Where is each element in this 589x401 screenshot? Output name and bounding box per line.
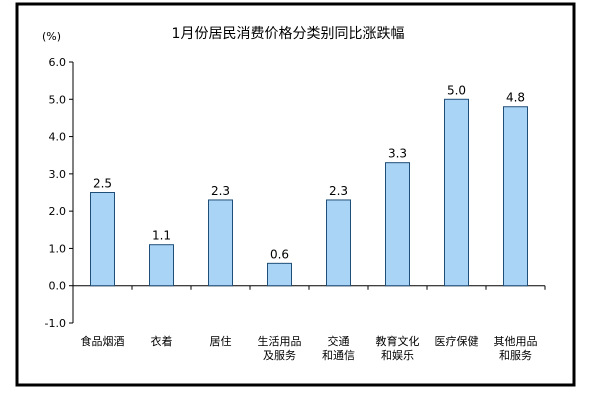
bar	[149, 244, 174, 287]
bar	[326, 199, 351, 287]
y-tick-label: 6.0	[49, 56, 67, 69]
y-tick-label: 2.0	[49, 205, 67, 218]
chart-title: 1月份居民消费价格分类别同比涨跌幅	[172, 26, 405, 42]
y-tick-label: 0.0	[49, 280, 67, 293]
bar	[385, 162, 410, 287]
y-unit-label: (%)	[42, 30, 61, 43]
bar-value-label: 5.0	[447, 83, 466, 97]
category-label: 居住	[210, 334, 232, 348]
y-tick-label: 4.0	[49, 131, 67, 144]
bar	[267, 262, 292, 287]
category-label: 医疗保健	[435, 334, 479, 348]
y-tick-label: -1.0	[45, 317, 66, 330]
category-label: 和服务	[499, 349, 532, 362]
bar	[503, 106, 528, 287]
outer-border	[15, 2, 576, 387]
category-label: 和通信	[322, 349, 355, 362]
category-label: 交通	[328, 334, 350, 348]
category-label: 衣着	[151, 334, 173, 348]
bar	[90, 192, 115, 287]
bar-value-label: 2.5	[93, 177, 112, 191]
category-label: 食品烟酒	[81, 334, 125, 348]
category-label: 教育文化	[376, 334, 420, 348]
bar-value-label: 0.6	[270, 247, 289, 261]
bar-value-label: 4.8	[506, 91, 525, 105]
plot-area: -1.0 0.0 1.0 2.0 3.0 4.0 5.0 6.0 2.5 食品烟酒 1.1 衣着 2.3…	[45, 56, 546, 362]
bar	[208, 199, 233, 287]
category-label: 及服务	[263, 349, 296, 362]
category-label: 其他用品	[494, 335, 538, 348]
category-label: 生活用品	[258, 334, 302, 348]
bar-value-label: 2.3	[329, 184, 348, 198]
y-tick-label: 1.0	[49, 242, 67, 255]
bar	[444, 98, 469, 287]
bar-value-label: 2.3	[211, 184, 230, 198]
category-label: 和娱乐	[381, 348, 414, 362]
bar-value-label: 1.1	[152, 229, 171, 243]
y-tick-label: 3.0	[49, 168, 67, 181]
bar-value-label: 3.3	[388, 147, 407, 161]
y-tick-label: 5.0	[49, 93, 67, 106]
